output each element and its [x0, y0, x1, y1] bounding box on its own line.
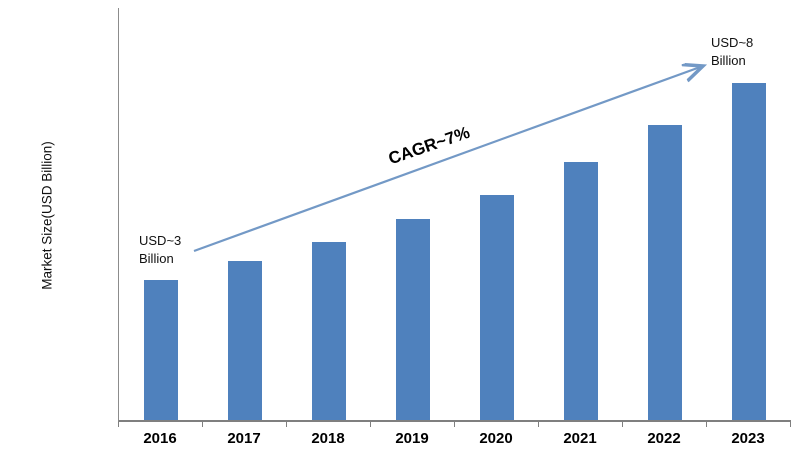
bar — [564, 162, 598, 420]
bar — [396, 219, 430, 420]
cagr-label: CAGR~7% — [386, 122, 473, 169]
plot-area: USD~3 Billion USD~8 Billion CAGR~7% — [118, 8, 791, 422]
axis-tick — [202, 422, 203, 427]
bar — [144, 280, 178, 420]
bar — [480, 195, 514, 420]
bar — [312, 242, 346, 420]
axis-tick — [706, 422, 707, 427]
axis-tick — [454, 422, 455, 427]
x-tick-label: 2018 — [311, 430, 345, 447]
trend-arrow-icon — [193, 8, 791, 253]
axis-tick — [538, 422, 539, 427]
x-tick-label: 2021 — [563, 430, 597, 447]
x-tick-label: 2020 — [479, 430, 513, 447]
y-axis-label: Market Size(USD Billion) — [39, 141, 55, 290]
axis-tick — [286, 422, 287, 427]
x-tick-label: 2023 — [731, 430, 765, 447]
axis-tick — [790, 422, 791, 427]
end-value-label: USD~8 Billion — [711, 35, 754, 68]
bar — [732, 83, 766, 420]
x-tick-label: 2019 — [395, 430, 429, 447]
bar — [648, 125, 682, 420]
axis-tick — [622, 422, 623, 427]
x-axis: 2016 2017 2018 2019 2020 2021 2022 2023 — [118, 430, 790, 454]
x-tick-label: 2017 — [227, 430, 261, 447]
axis-tick — [370, 422, 371, 427]
axis-tick — [118, 422, 119, 427]
x-tick-label: 2022 — [647, 430, 681, 447]
x-tick-label: 2016 — [143, 430, 177, 447]
start-value-label: USD~3 Billion — [139, 233, 182, 266]
bar — [228, 261, 262, 420]
